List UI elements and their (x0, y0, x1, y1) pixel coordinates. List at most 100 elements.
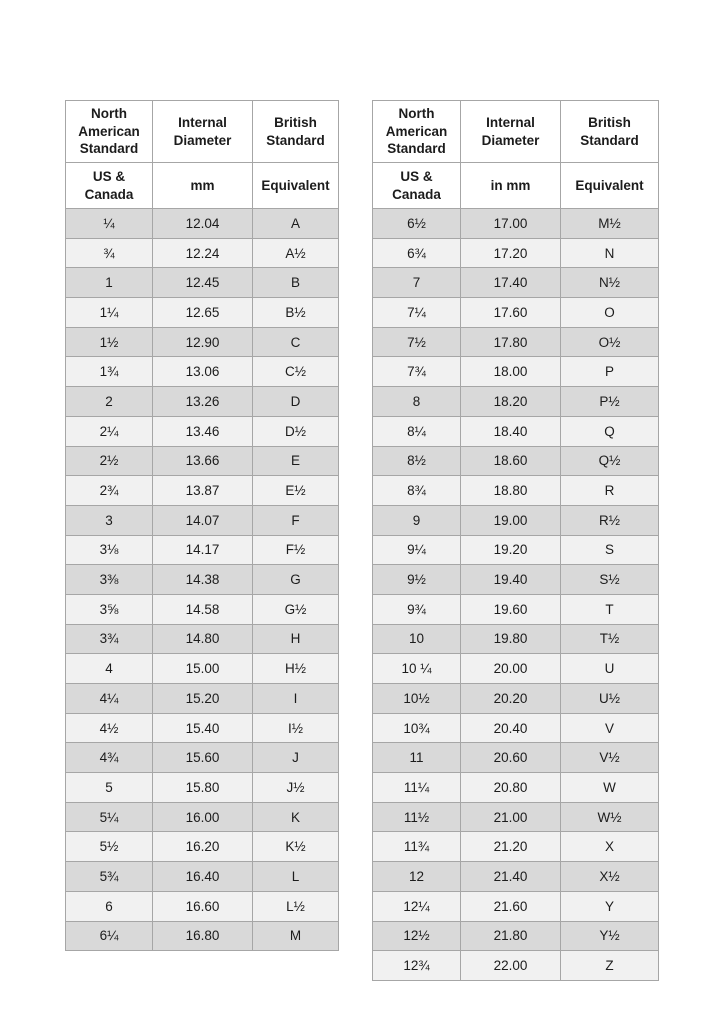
us-size-cell: 11 (372, 742, 461, 774)
table-row: 11½ 21.00 W½ (372, 801, 659, 833)
diameter-cell: 13.66 (152, 445, 253, 477)
diameter-cell: 15.00 (152, 653, 253, 684)
diameter-cell: 20.60 (460, 742, 561, 774)
column-subheader-equivalent: Equivalent (560, 162, 659, 209)
left-table-body: ¼ 12.04 A ¾ 12.24 A½ 1 12.45 B 1¼ 12.65 B½ 1½ 12.90 C 1… (65, 208, 339, 952)
british-equivalent-cell: I (252, 683, 339, 714)
header-row-secondary: US & Canada in mm Equivalent (372, 162, 659, 209)
diameter-cell: 20.00 (460, 653, 561, 684)
british-equivalent-cell: L½ (252, 890, 339, 922)
british-equivalent-cell: T½ (560, 623, 659, 655)
british-equivalent-cell: G (252, 564, 339, 595)
diameter-cell: 18.80 (460, 475, 561, 506)
british-equivalent-cell: W½ (560, 801, 659, 833)
table-row: 1½ 12.90 C (65, 326, 339, 358)
british-equivalent-cell: T (560, 593, 659, 625)
diameter-cell: 14.80 (152, 623, 253, 655)
british-equivalent-cell: G½ (252, 593, 339, 625)
british-equivalent-cell: H½ (252, 653, 339, 684)
diameter-cell: 13.26 (152, 386, 253, 417)
table-row: 6½ 17.00 M½ (372, 208, 659, 239)
us-size-cell: ¼ (65, 208, 153, 239)
us-size-cell: 3⅜ (65, 564, 153, 595)
diameter-cell: 16.00 (152, 801, 253, 833)
british-equivalent-cell: C (252, 326, 339, 358)
us-size-cell: 5½ (65, 831, 153, 863)
column-subheader-equivalent: Equivalent (252, 162, 339, 209)
british-equivalent-cell: X½ (560, 861, 659, 892)
us-size-cell: 1½ (65, 326, 153, 358)
diameter-cell: 21.60 (460, 890, 561, 922)
us-size-cell: 1¾ (65, 356, 153, 388)
british-equivalent-cell: R½ (560, 504, 659, 536)
us-size-cell: 7¾ (372, 356, 461, 388)
us-size-cell: 11½ (372, 801, 461, 833)
british-equivalent-cell: L (252, 861, 339, 892)
table-row: 1¼ 12.65 B½ (65, 297, 339, 328)
column-header-internal-diameter: Internal Diameter (152, 100, 253, 163)
us-size-cell: 3⅝ (65, 593, 153, 625)
header-row-primary: North American Standard Internal Diamete… (372, 100, 659, 163)
us-size-cell: 4¾ (65, 742, 153, 774)
us-size-cell: 12¼ (372, 890, 461, 922)
us-size-cell: 5¼ (65, 801, 153, 833)
column-header-british-standard: British Standard (560, 100, 659, 163)
us-size-cell: 12½ (372, 920, 461, 952)
us-size-cell: 5¾ (65, 861, 153, 892)
us-size-cell: 6½ (372, 208, 461, 239)
table-row: 7¾ 18.00 P (372, 356, 659, 388)
table-row: 3⅝ 14.58 G½ (65, 593, 339, 625)
table-row: 12¼ 21.60 Y (372, 890, 659, 922)
table-row: 9 19.00 R½ (372, 504, 659, 536)
us-size-cell: 12 (372, 861, 461, 892)
diameter-cell: 14.58 (152, 593, 253, 625)
us-size-cell: 3⅛ (65, 534, 153, 566)
us-size-cell: 7¼ (372, 297, 461, 328)
diameter-cell: 14.07 (152, 504, 253, 536)
british-equivalent-cell: N (560, 237, 659, 269)
diameter-cell: 15.20 (152, 683, 253, 714)
us-size-cell: 9½ (372, 564, 461, 595)
table-row: 7 17.40 N½ (372, 267, 659, 299)
left-table: North American Standard Internal Diamete… (65, 100, 339, 952)
british-equivalent-cell: C½ (252, 356, 339, 388)
diameter-cell: 13.46 (152, 415, 253, 447)
diameter-cell: 12.90 (152, 326, 253, 358)
diameter-cell: 17.60 (460, 297, 561, 328)
table-row: 6¾ 17.20 N (372, 237, 659, 269)
table-row: 3⅜ 14.38 G (65, 564, 339, 595)
british-equivalent-cell: D (252, 386, 339, 417)
diameter-cell: 16.40 (152, 861, 253, 892)
british-equivalent-cell: N½ (560, 267, 659, 299)
british-equivalent-cell: W (560, 772, 659, 803)
diameter-cell: 16.80 (152, 920, 253, 952)
diameter-cell: 12.24 (152, 237, 253, 269)
british-equivalent-cell: E (252, 445, 339, 477)
british-equivalent-cell: U½ (560, 683, 659, 714)
diameter-cell: 14.38 (152, 564, 253, 595)
table-row: ¾ 12.24 A½ (65, 237, 339, 269)
table-row: 8 18.20 P½ (372, 386, 659, 417)
diameter-cell: 21.40 (460, 861, 561, 892)
us-size-cell: 8¾ (372, 475, 461, 506)
diameter-cell: 15.60 (152, 742, 253, 774)
british-equivalent-cell: U (560, 653, 659, 684)
us-size-cell: 4 (65, 653, 153, 684)
table-row: 4¾ 15.60 J (65, 742, 339, 774)
british-equivalent-cell: Z (560, 950, 659, 981)
table-row: 12½ 21.80 Y½ (372, 920, 659, 952)
british-equivalent-cell: S½ (560, 564, 659, 595)
british-equivalent-cell: K (252, 801, 339, 833)
column-subheader-us-canada: US & Canada (65, 162, 153, 209)
table-row: 4½ 15.40 I½ (65, 712, 339, 744)
us-size-cell: 6¼ (65, 920, 153, 952)
table-row: 8¾ 18.80 R (372, 475, 659, 506)
table-row: 9½ 19.40 S½ (372, 564, 659, 595)
us-size-cell: 8¼ (372, 415, 461, 447)
table-row: 7¼ 17.60 O (372, 297, 659, 328)
us-size-cell: 3 (65, 504, 153, 536)
british-equivalent-cell: V (560, 712, 659, 744)
table-row: 10½ 20.20 U½ (372, 683, 659, 714)
british-equivalent-cell: J (252, 742, 339, 774)
